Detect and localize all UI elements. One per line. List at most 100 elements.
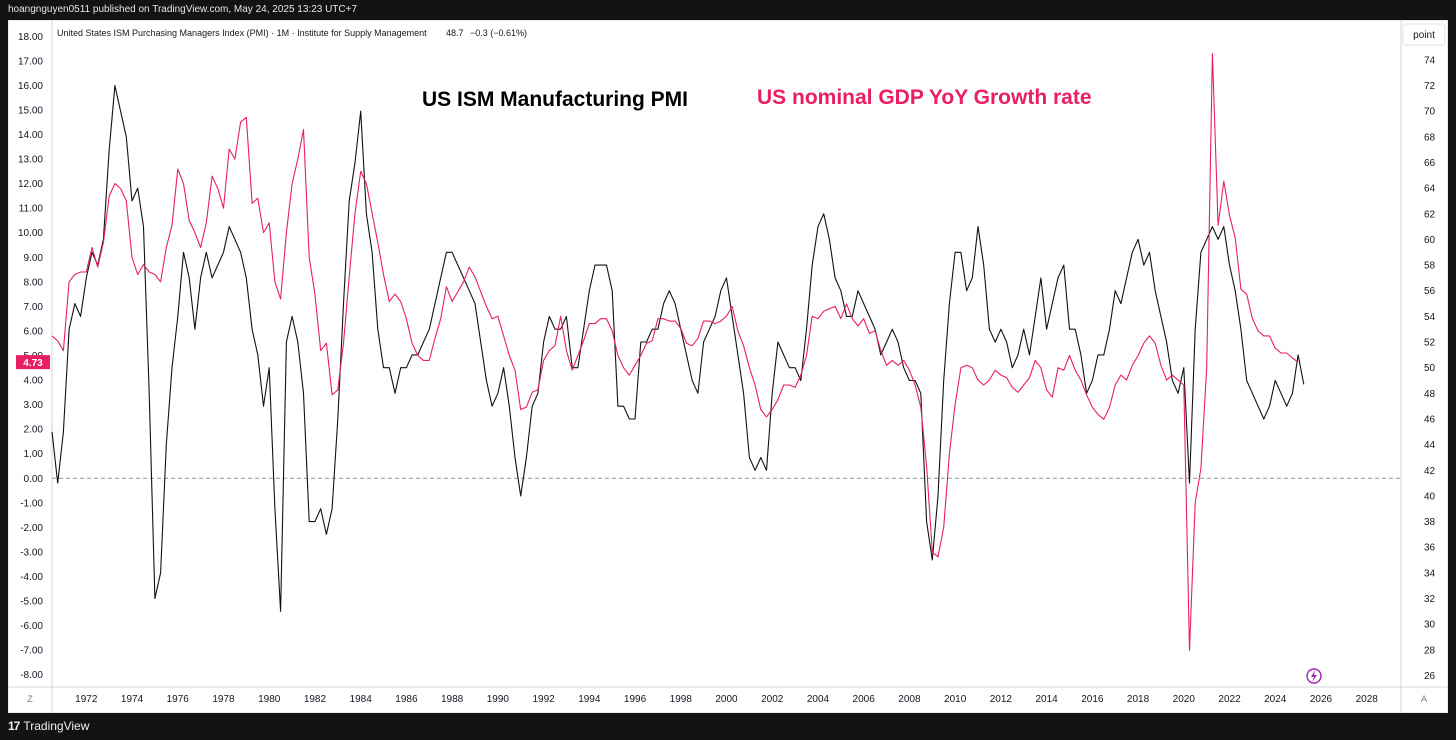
tradingview-logo-icon: 17 — [8, 719, 20, 733]
tradingview-brand[interactable]: 17 TradingView — [8, 719, 89, 733]
left-axis-tick-label: 13.00 — [18, 155, 43, 166]
x-axis-tick-label: 2010 — [944, 694, 967, 705]
left-axis-tick-label: 16.00 — [18, 81, 43, 92]
left-axis-tick-label: -6.00 — [20, 621, 43, 632]
legend-change: −0.3 (−0.61%) — [470, 28, 527, 38]
x-axis-tick-label: 1972 — [75, 694, 98, 705]
x-axis-tick-label: 1990 — [487, 694, 510, 705]
right-axis-tick-label: 42 — [1424, 466, 1436, 477]
left-axis-tick-label: 9.00 — [24, 253, 44, 264]
left-axis-tick-label: 11.00 — [19, 204, 44, 215]
x-axis-tick-label: 1976 — [167, 694, 190, 705]
chart-frame: 18.00 17.00 16.00 15.00 14.00 13.00 12.00 11.00… — [7, 19, 1449, 714]
left-axis-tick-label: 15.00 — [18, 105, 43, 116]
current-value-badge — [16, 355, 50, 370]
left-axis-tick-label: -5.00 — [20, 597, 43, 608]
left-axis-tick-label: 12.00 — [18, 179, 43, 190]
x-axis-tick-label: 2002 — [761, 694, 784, 705]
left-axis-tick-label: 18.00 — [18, 32, 43, 43]
right-axis-tick-label: 40 — [1424, 491, 1436, 502]
right-axis-tick-label: 26 — [1424, 671, 1436, 682]
x-axis-tick-label: 2024 — [1264, 694, 1287, 705]
right-axis-tick-label: 66 — [1424, 158, 1436, 169]
right-axis-tick-label: 34 — [1424, 568, 1436, 579]
right-axis-tick-label: 54 — [1424, 312, 1436, 323]
tradingview-brand-name: TradingView — [23, 719, 90, 733]
right-axis-tick-label: 56 — [1424, 286, 1436, 297]
x-axis-tick-label: 1992 — [532, 694, 555, 705]
right-axis-tick-label: 74 — [1424, 55, 1436, 66]
right-axis-unit-label: point — [1413, 30, 1435, 41]
x-axis-tick-label: 1988 — [441, 694, 464, 705]
auto-scale-button: A — [1421, 694, 1427, 704]
x-axis-tick-label: 1996 — [624, 694, 647, 705]
lightning-icon[interactable] — [1306, 668, 1322, 684]
publish-text: hoangnguyen0511 published on TradingView… — [8, 4, 358, 15]
left-axis-tick-label: 14.00 — [18, 130, 43, 141]
right-axis-tick-label: 70 — [1424, 107, 1436, 118]
left-axis-tick-label: -8.00 — [20, 670, 43, 681]
right-axis-tick-label: 68 — [1424, 132, 1436, 143]
x-axis-tick-label: 1978 — [212, 694, 235, 705]
x-axis-tick-label: 2016 — [1081, 694, 1104, 705]
current-value-badge-text: 4.73 — [23, 358, 43, 369]
right-axis-tick-label: 30 — [1424, 620, 1436, 631]
left-axis-tick-label: 10.00 — [18, 228, 43, 239]
right-axis-tick-label: 48 — [1424, 389, 1436, 400]
right-axis-tick-label: 64 — [1424, 184, 1436, 195]
right-axis-tick-label: 36 — [1424, 543, 1436, 554]
right-axis-tick-label: 50 — [1424, 363, 1436, 374]
x-axis-tick-label: 2020 — [1173, 694, 1196, 705]
left-axis-tick-label: -3.00 — [20, 547, 43, 558]
x-axis-tick-label: 2026 — [1310, 694, 1333, 705]
left-axis-tick-label: -2.00 — [20, 523, 43, 534]
right-axis-tick-label: 38 — [1424, 517, 1436, 528]
lightning-bolt-icon — [1311, 670, 1317, 682]
pmi-line — [51, 85, 1305, 612]
left-axis-tick-label: 17.00 — [18, 56, 43, 67]
x-axis-tick-label: 2008 — [898, 694, 921, 705]
chart-background — [7, 19, 1449, 714]
left-axis-tick-label: -1.00 — [20, 498, 43, 509]
left-axis-tick-label: 2.00 — [24, 425, 44, 436]
x-axis-tick-label: 2014 — [1035, 694, 1058, 705]
right-axis-tick-label: 32 — [1424, 594, 1436, 605]
left-axis-tick-label: 0.00 — [24, 474, 44, 485]
x-axis-tick-label: 1994 — [578, 694, 601, 705]
right-axis-tick-label: 60 — [1424, 235, 1436, 246]
right-axis-tick-label: 72 — [1424, 81, 1436, 92]
left-axis-tick-label: 8.00 — [24, 277, 44, 288]
x-axis-tick-label: 2000 — [715, 694, 738, 705]
right-axis-tick-label: 58 — [1424, 261, 1436, 272]
legend-last-value: 48.7 — [446, 28, 464, 38]
x-axis-tick-label: 2028 — [1356, 694, 1379, 705]
z-zoom-button: Z — [27, 694, 33, 704]
gdp-line — [51, 52, 1299, 651]
x-axis-tick-label: 1984 — [350, 694, 373, 705]
footer-bar: 17 TradingView — [0, 713, 1456, 740]
x-axis-tick-label: 1980 — [258, 694, 281, 705]
header-bar: hoangnguyen0511 published on TradingView… — [0, 0, 1456, 20]
right-axis-tick-label: 28 — [1424, 645, 1436, 656]
right-axis-tick-label: 44 — [1424, 440, 1436, 451]
x-axis-tick-label: 2004 — [807, 694, 830, 705]
x-axis-tick-label: 1986 — [395, 694, 418, 705]
left-axis-tick-label: 4.00 — [24, 376, 44, 387]
x-axis-tick-label: 2012 — [990, 694, 1013, 705]
left-axis-tick-label: -7.00 — [20, 646, 43, 657]
chart-svg[interactable]: 18.00 17.00 16.00 15.00 14.00 13.00 12.00 11.00… — [7, 19, 1449, 714]
x-axis-tick-label: 2006 — [853, 694, 876, 705]
right-axis-tick-label: 52 — [1424, 338, 1436, 349]
left-axis-tick-label: 6.00 — [24, 326, 44, 337]
left-axis-tick-label: 1.00 — [24, 449, 44, 460]
unit-box[interactable] — [1402, 23, 1446, 46]
x-axis-tick-label: 1982 — [304, 694, 327, 705]
right-axis-tick-label: 62 — [1424, 209, 1436, 220]
left-axis-tick-label: -4.00 — [20, 572, 43, 583]
left-axis-tick-label: 7.00 — [24, 302, 44, 313]
annotation-gdp-title: US nominal GDP YoY Growth rate — [757, 86, 1092, 109]
x-axis-tick-label: 1974 — [121, 694, 144, 705]
right-axis-tick-label: 46 — [1424, 414, 1436, 425]
legend-symbol: United States ISM Purchasing Managers In… — [57, 28, 427, 38]
x-axis-tick-label: 2018 — [1127, 694, 1150, 705]
